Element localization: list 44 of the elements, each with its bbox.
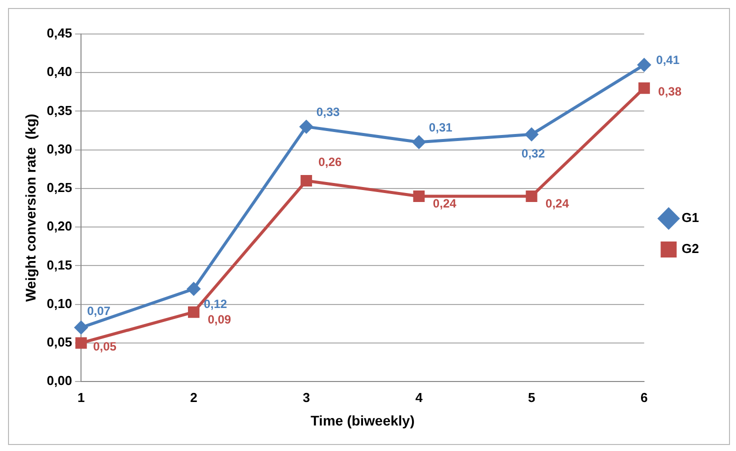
y-tick-label: 0,15 — [46, 257, 72, 272]
point — [300, 175, 312, 187]
point — [75, 337, 87, 349]
x-tick-label: 2 — [190, 390, 198, 405]
point — [525, 128, 538, 141]
y-tick-label: 0,40 — [46, 64, 72, 80]
x-tick-label: 5 — [528, 390, 536, 405]
point — [300, 120, 313, 134]
data-label: 0,41 — [656, 53, 680, 68]
x-axis-title: Time (biweekly) — [310, 412, 415, 428]
x-tick-label: 1 — [77, 390, 85, 405]
y-axis-title: Weight conversion rate (kg) — [22, 114, 38, 302]
data-label: 0,09 — [208, 312, 232, 326]
point — [188, 306, 200, 318]
y-tick-label: 0,30 — [46, 141, 72, 156]
y-tick-label: 0,00 — [46, 373, 72, 388]
point — [413, 190, 425, 202]
point — [638, 58, 651, 72]
legend-label: G1 — [682, 210, 699, 226]
x-tick-label: 4 — [415, 390, 424, 405]
legend-label: G2 — [682, 241, 699, 256]
data-label: 0,07 — [87, 304, 111, 318]
y-tick-label: 0,05 — [46, 334, 72, 350]
data-label: 0,33 — [316, 105, 340, 120]
x-tick-label: 3 — [302, 390, 310, 405]
data-label: 0,26 — [318, 155, 342, 170]
y-tick-label: 0,20 — [46, 218, 72, 234]
point — [638, 82, 650, 94]
x-tick-label: 6 — [640, 390, 648, 405]
data-label: 0,38 — [658, 84, 682, 98]
data-label: 0,31 — [428, 120, 453, 134]
point — [74, 321, 88, 334]
data-label: 0,12 — [204, 297, 228, 312]
data-label: 0,24 — [432, 196, 457, 211]
data-label: 0,24 — [546, 196, 570, 211]
point — [526, 190, 538, 202]
y-tick-label: 0,10 — [46, 296, 72, 311]
point — [412, 136, 426, 149]
point — [187, 282, 200, 296]
y-tick-label: 0,25 — [46, 180, 72, 196]
data-label: 0,32 — [522, 146, 546, 161]
y-tick-label: 0,35 — [46, 102, 72, 118]
y-tick-label: 0,45 — [46, 26, 72, 41]
data-label: 0,05 — [93, 339, 117, 354]
